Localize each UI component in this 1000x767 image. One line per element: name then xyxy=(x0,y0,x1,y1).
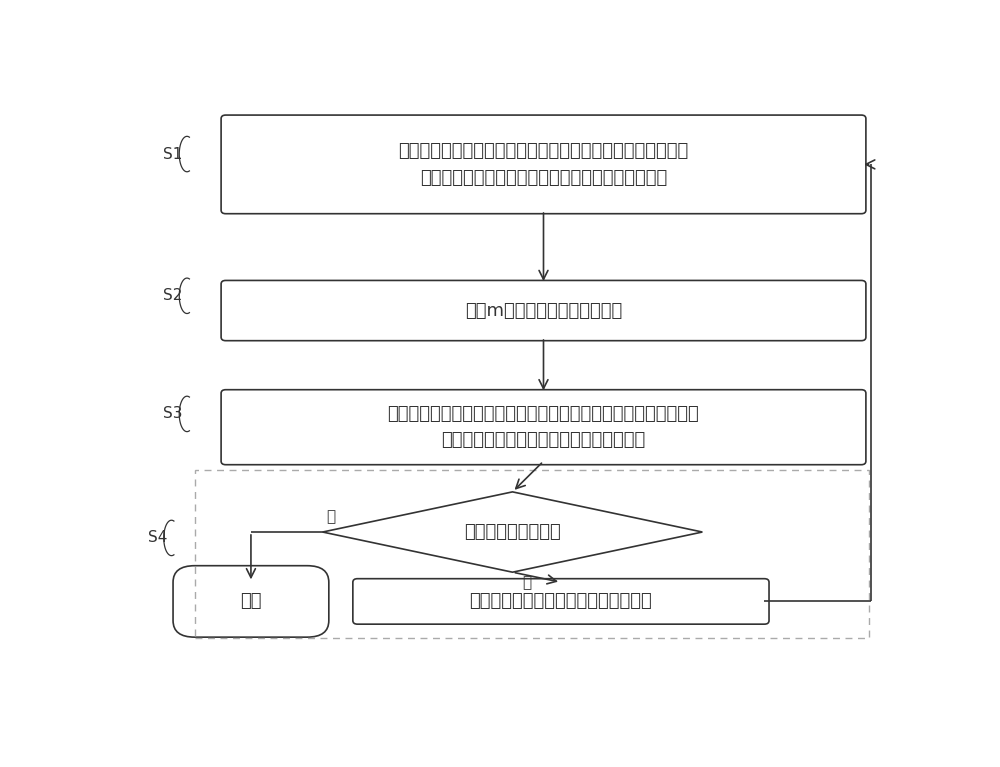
Text: 将最后一次梯度指导和自相似修正得到的第三图像特征重建为与第
一图像大小一致的第二图像，输出第二图像: 将最后一次梯度指导和自相似修正得到的第三图像特征重建为与第 一图像大小一致的第二… xyxy=(388,405,699,449)
Text: 进行m次梯度指导和自相似修正: 进行m次梯度指导和自相似修正 xyxy=(465,301,622,320)
FancyBboxPatch shape xyxy=(221,281,866,341)
Text: 否: 否 xyxy=(522,575,531,590)
Text: 构建联合损失优化函数，优化模型参数: 构建联合损失优化函数，优化模型参数 xyxy=(470,592,652,611)
FancyBboxPatch shape xyxy=(353,578,769,624)
Polygon shape xyxy=(323,492,702,572)
Text: S4: S4 xyxy=(148,531,167,545)
Text: 模型参数是否收敛？: 模型参数是否收敛？ xyxy=(464,523,561,541)
Text: S2: S2 xyxy=(163,288,183,303)
Text: 结束: 结束 xyxy=(240,592,262,611)
FancyBboxPatch shape xyxy=(173,566,329,637)
Text: S1: S1 xyxy=(163,146,183,162)
Text: 是: 是 xyxy=(326,509,336,525)
FancyBboxPatch shape xyxy=(221,115,866,214)
Text: 由第一图像获得第一含噪梯度图像；基于第一图像和第一含噪
梯度图像提取第一图像浅层特征和第一梯度浅层特征: 由第一图像获得第一含噪梯度图像；基于第一图像和第一含噪 梯度图像提取第一图像浅层… xyxy=(398,142,689,186)
Text: S3: S3 xyxy=(163,407,183,421)
FancyBboxPatch shape xyxy=(221,390,866,465)
